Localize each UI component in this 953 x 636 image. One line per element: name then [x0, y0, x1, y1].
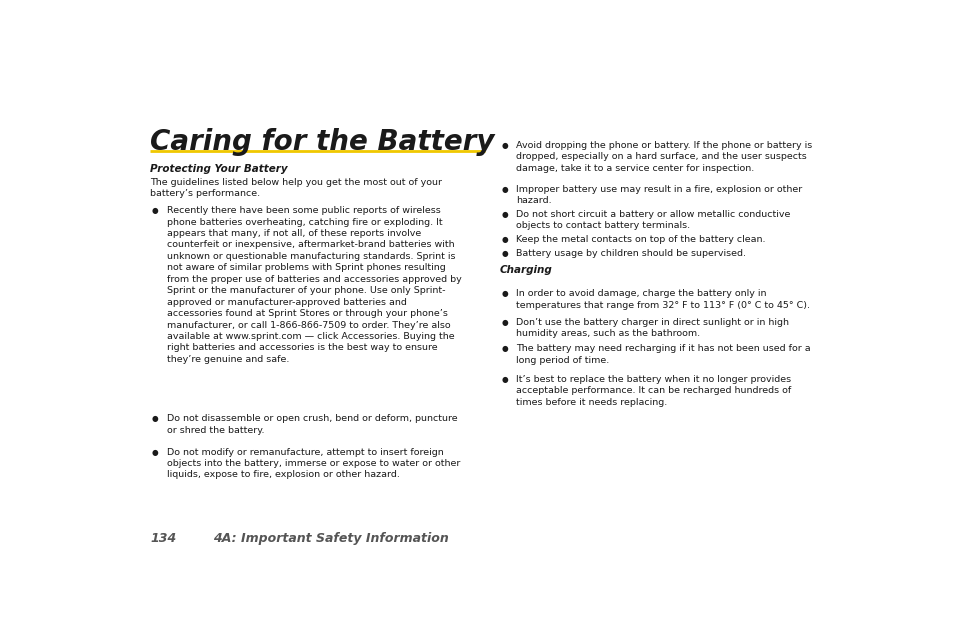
- Text: Don’t use the battery charger in direct sunlight or in high
humidity areas, such: Don’t use the battery charger in direct …: [516, 318, 788, 338]
- Text: ●: ●: [501, 249, 508, 258]
- Text: ●: ●: [501, 318, 508, 327]
- Text: ●: ●: [501, 185, 508, 194]
- Text: Avoid dropping the phone or battery. If the phone or battery is
dropped, especia: Avoid dropping the phone or battery. If …: [516, 141, 812, 173]
- Text: Battery usage by children should be supervised.: Battery usage by children should be supe…: [516, 249, 745, 258]
- Text: ●: ●: [152, 206, 158, 215]
- Text: ●: ●: [501, 344, 508, 353]
- Text: ●: ●: [501, 375, 508, 384]
- Text: Caring for the Battery: Caring for the Battery: [151, 128, 495, 156]
- Text: ●: ●: [152, 414, 158, 423]
- Text: Recently there have been some public reports of wireless
phone batteries overhea: Recently there have been some public rep…: [167, 206, 461, 364]
- Text: The guidelines listed below help you get the most out of your
battery’s performa: The guidelines listed below help you get…: [151, 177, 442, 198]
- Text: Protecting Your Battery: Protecting Your Battery: [151, 165, 288, 174]
- Text: Improper battery use may result in a fire, explosion or other
hazard.: Improper battery use may result in a fir…: [516, 185, 801, 205]
- Text: In order to avoid damage, charge the battery only in
temperatures that range fro: In order to avoid damage, charge the bat…: [516, 289, 809, 310]
- Text: Charging: Charging: [499, 265, 552, 275]
- Text: ●: ●: [501, 209, 508, 219]
- Text: ●: ●: [501, 235, 508, 244]
- Text: 134: 134: [151, 532, 176, 546]
- Text: ●: ●: [152, 448, 158, 457]
- Text: It’s best to replace the battery when it no longer provides
acceptable performan: It’s best to replace the battery when it…: [516, 375, 791, 407]
- Text: Do not short circuit a battery or allow metallic conductive
objects to contact b: Do not short circuit a battery or allow …: [516, 209, 790, 230]
- Text: Do not disassemble or open crush, bend or deform, puncture
or shred the battery.: Do not disassemble or open crush, bend o…: [167, 414, 456, 434]
- Text: Do not modify or remanufacture, attempt to insert foreign
objects into the batte: Do not modify or remanufacture, attempt …: [167, 448, 459, 480]
- Text: 4A: Important Safety Information: 4A: Important Safety Information: [213, 532, 449, 546]
- Text: Keep the metal contacts on top of the battery clean.: Keep the metal contacts on top of the ba…: [516, 235, 765, 244]
- Text: ●: ●: [501, 141, 508, 150]
- Text: The battery may need recharging if it has not been used for a
long period of tim: The battery may need recharging if it ha…: [516, 344, 810, 364]
- Text: ●: ●: [501, 289, 508, 298]
